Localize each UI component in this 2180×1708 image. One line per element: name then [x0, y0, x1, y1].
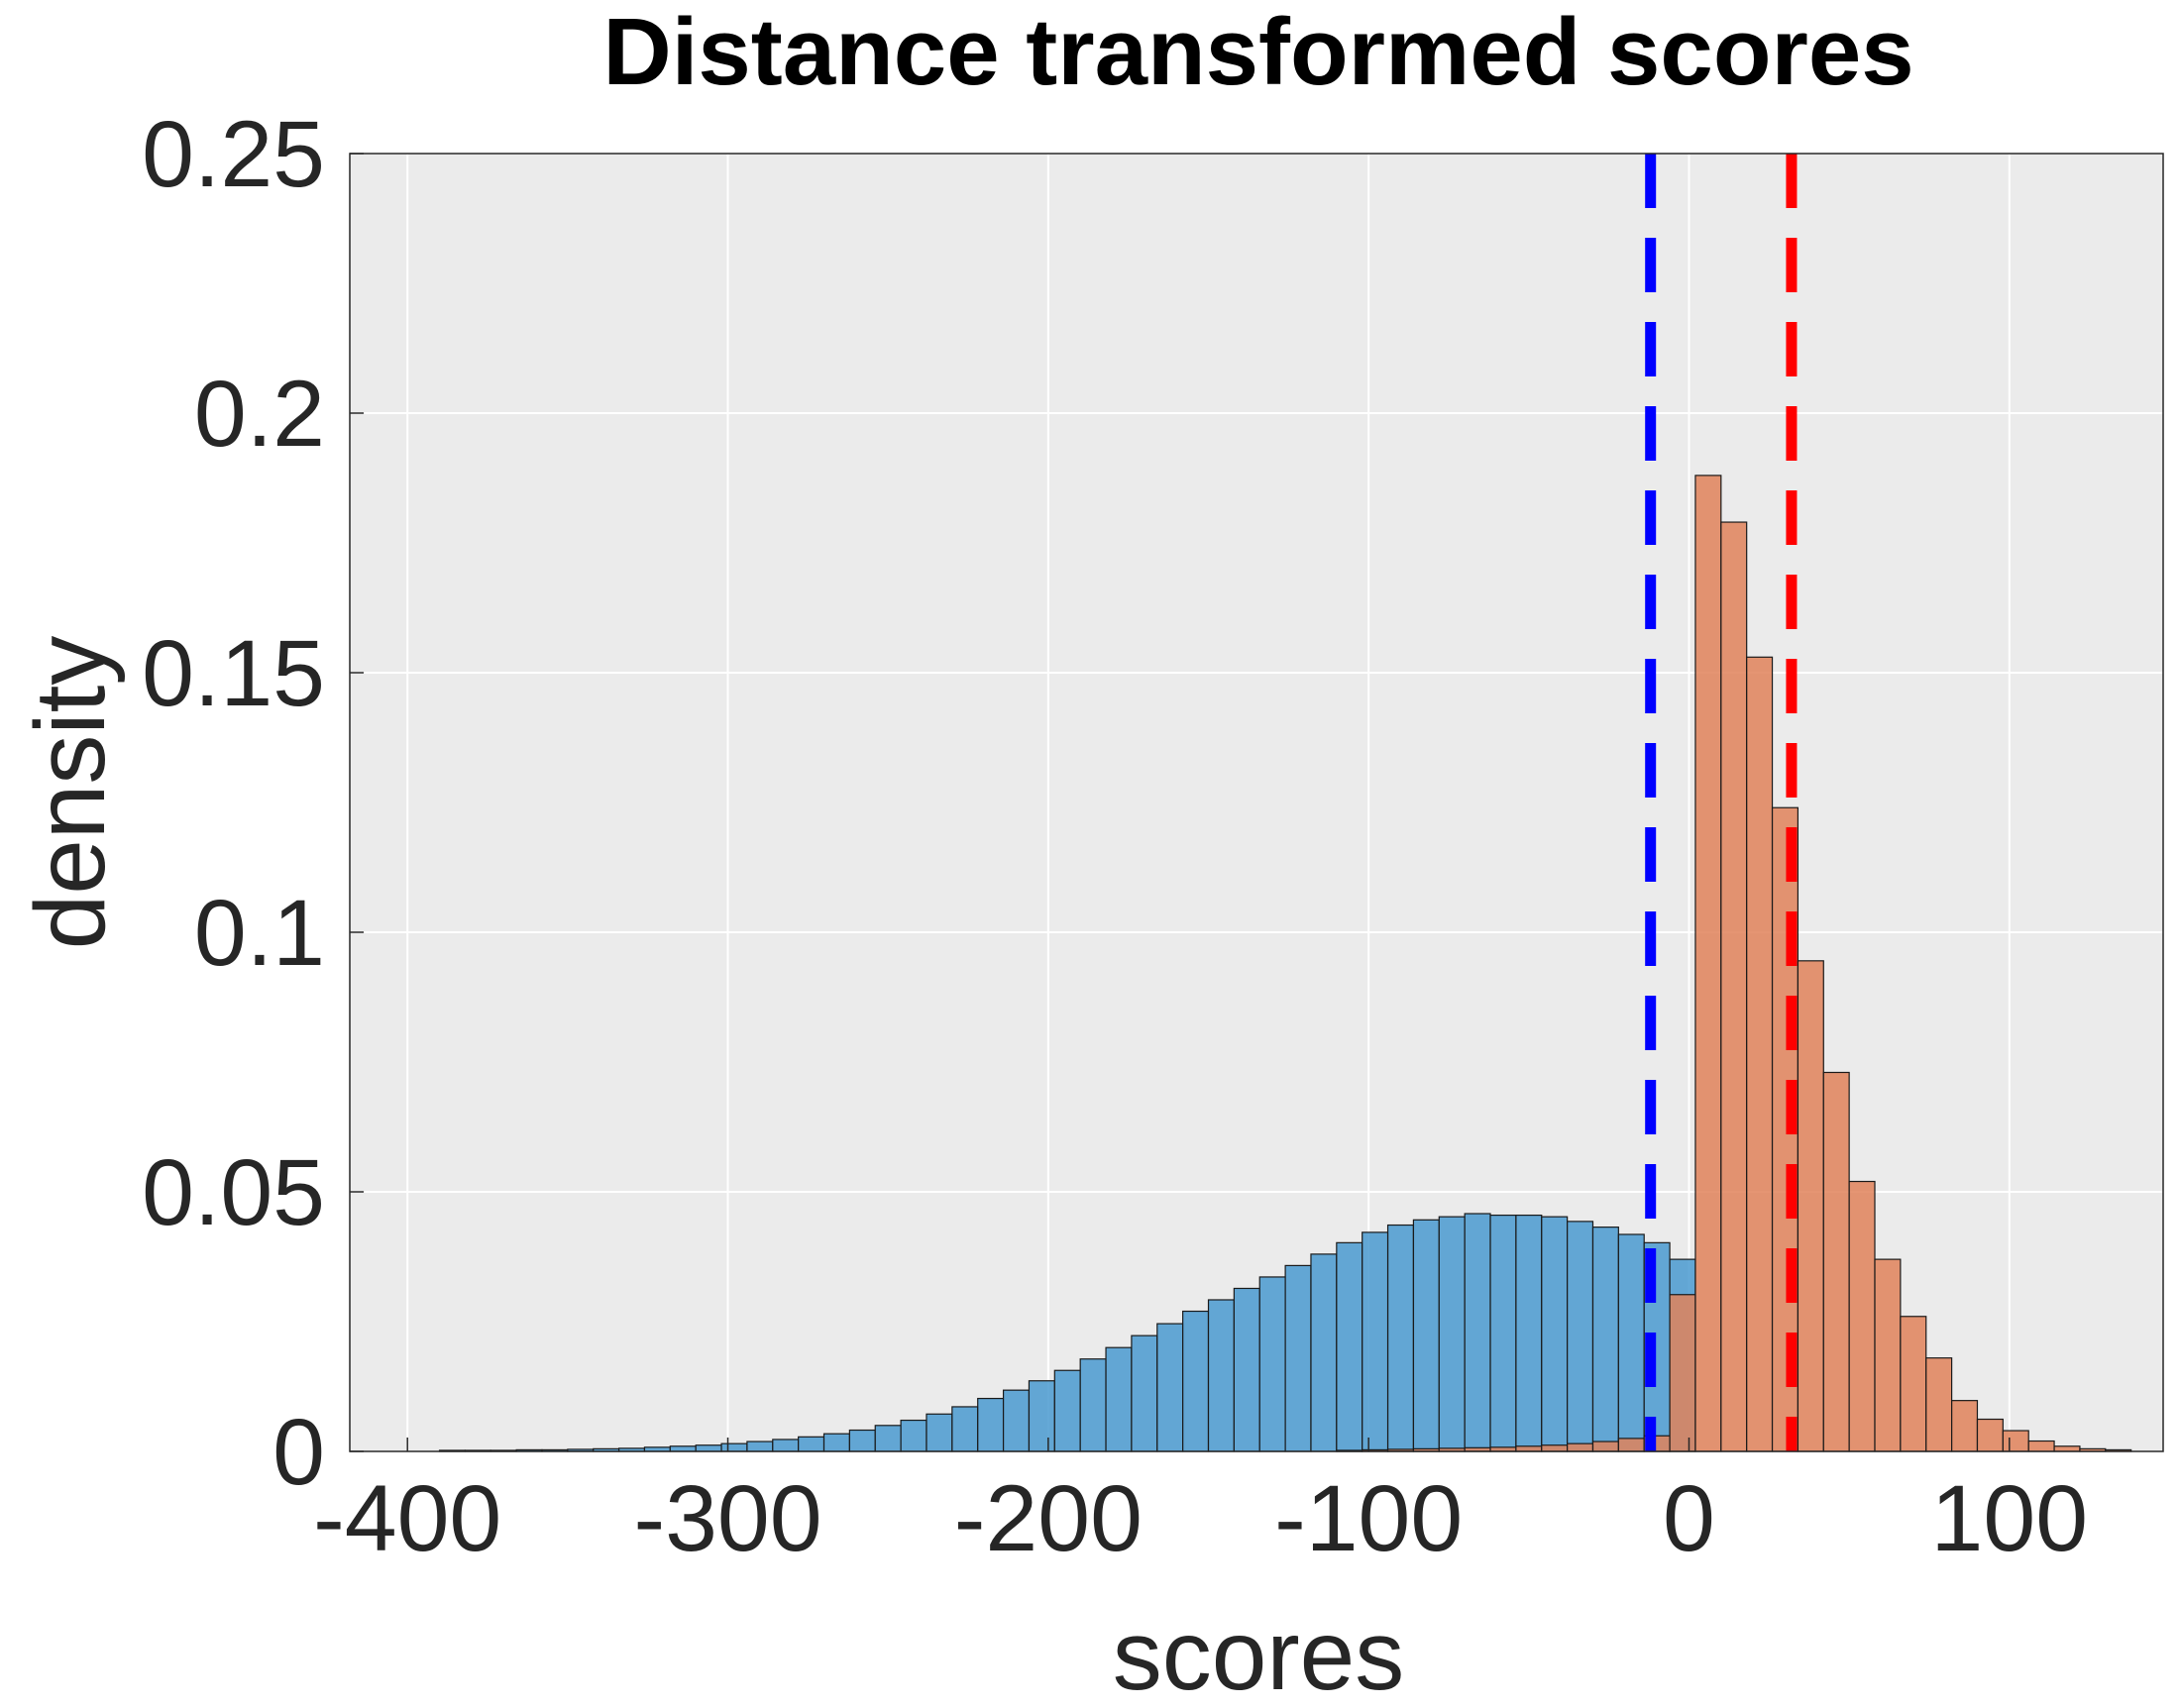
series-1-bar	[1541, 1444, 1569, 1452]
series-1-bar	[1822, 1071, 1850, 1452]
series-0-bar	[1541, 1216, 1569, 1452]
series-0-bar	[1567, 1221, 1594, 1452]
series-0-bar	[926, 1413, 953, 1452]
y-axis-label: density	[15, 636, 126, 950]
series-0-bar	[695, 1444, 722, 1452]
series-0-bar	[1336, 1241, 1363, 1452]
y-tick-label: 0.1	[194, 881, 325, 986]
series-0-bar	[951, 1406, 979, 1452]
threshold-lines	[1645, 154, 1798, 1451]
series-0-bar	[1386, 1224, 1415, 1452]
x-axis-ticks: -400 -300 -200 -100 0 100	[313, 1438, 2088, 1571]
series-1-bar	[1951, 1400, 1979, 1452]
series-0-bar	[1156, 1323, 1184, 1452]
chart-title: Distance transformed scores	[602, 0, 1913, 105]
series-0-bar	[822, 1433, 850, 1452]
series-0-bar	[1258, 1276, 1286, 1452]
series-0-bar	[1028, 1380, 1055, 1452]
series-1-bar	[1797, 960, 1824, 1452]
series-0-bar	[772, 1439, 800, 1452]
series-0-bar	[1310, 1253, 1338, 1452]
series-0-bar	[900, 1419, 927, 1452]
series-1-bar	[1669, 1294, 1696, 1452]
x-tick-label: 100	[1931, 1466, 2089, 1571]
series-0-bar	[1002, 1389, 1031, 1452]
series-1-bar	[1976, 1418, 2004, 1452]
x-tick-label: -200	[954, 1466, 1143, 1571]
y-tick-label: 0.15	[142, 621, 325, 726]
series-0-bar	[1362, 1231, 1389, 1452]
series-0-bar	[669, 1445, 697, 1452]
series-0-bar	[1284, 1264, 1312, 1452]
series-1-bar	[1746, 656, 1774, 1452]
series-0-bar	[1591, 1227, 1619, 1452]
series-1-bar	[1925, 1357, 1953, 1452]
series-1-bar	[2027, 1440, 2055, 1452]
series-1-bars	[1336, 475, 2132, 1452]
series-1-bar	[1694, 475, 1722, 1452]
series-1-bar	[2053, 1445, 2081, 1452]
plot-frame	[349, 153, 2164, 1452]
x-tick-label: -400	[313, 1466, 501, 1571]
series-1-bar	[1567, 1442, 1594, 1452]
x-tick-label: 0	[1663, 1466, 1715, 1571]
series-0-bar	[1233, 1287, 1260, 1452]
series-1-bar	[1515, 1445, 1543, 1452]
series-0-bar	[1438, 1216, 1466, 1452]
series-1-bar	[1720, 521, 1748, 1452]
series-0-bar	[746, 1441, 774, 1452]
series-0-bar	[977, 1397, 1005, 1452]
series-1-bar	[1591, 1441, 1619, 1452]
series-0-bar	[1207, 1299, 1235, 1452]
series-0-bar	[848, 1429, 876, 1452]
series-0-bar	[1131, 1334, 1158, 1452]
series-0-bar	[1515, 1214, 1543, 1452]
series-0-bars	[438, 1213, 1696, 1452]
series-0-bar	[720, 1442, 748, 1452]
series-0-bar	[1053, 1369, 1081, 1452]
series-0-bar	[1617, 1233, 1645, 1452]
y-tick-label: 0.05	[142, 1140, 325, 1245]
series-0-bar	[1489, 1214, 1517, 1452]
plot-area	[350, 154, 2163, 1451]
x-tick-label: -300	[633, 1466, 821, 1571]
series-0-bar	[1079, 1358, 1107, 1452]
y-tick-label: 0	[272, 1400, 325, 1505]
series-1-bar	[2002, 1430, 2029, 1452]
series-1-bar	[1617, 1438, 1645, 1452]
series-0-bar	[1182, 1310, 1210, 1452]
series-0-bar	[798, 1436, 825, 1452]
series-0-bar	[874, 1425, 902, 1452]
y-tick-label: 0.2	[194, 362, 325, 467]
series-0-bar	[1412, 1219, 1440, 1452]
series-0-bar	[1105, 1346, 1133, 1452]
series-1-bar	[1874, 1258, 1902, 1452]
x-axis-label: scores	[1113, 1600, 1405, 1708]
series-0-bar	[1464, 1213, 1491, 1452]
series-1-bar	[1848, 1180, 1876, 1452]
x-tick-label: -100	[1274, 1466, 1463, 1571]
series-1-bar	[1900, 1316, 1927, 1452]
y-axis-ticks: 0 0.05 0.1 0.15 0.2 0.25	[142, 102, 364, 1505]
y-tick-label: 0.25	[142, 102, 325, 207]
